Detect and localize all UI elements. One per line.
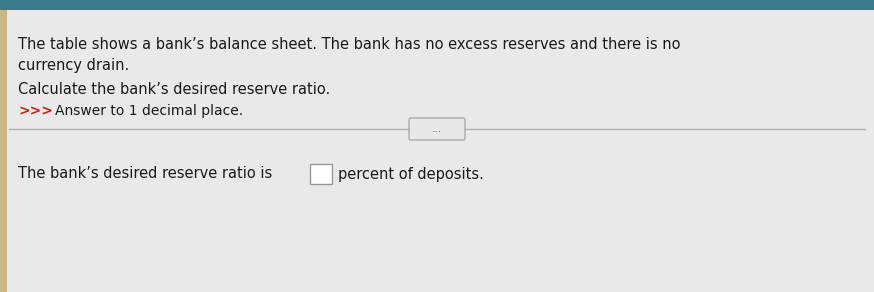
FancyBboxPatch shape bbox=[409, 118, 465, 140]
FancyBboxPatch shape bbox=[310, 164, 332, 184]
Text: Answer to 1 decimal place.: Answer to 1 decimal place. bbox=[55, 104, 243, 118]
FancyBboxPatch shape bbox=[0, 0, 874, 10]
Text: >>>: >>> bbox=[18, 104, 52, 118]
Text: currency drain.: currency drain. bbox=[18, 58, 129, 73]
FancyBboxPatch shape bbox=[0, 0, 7, 292]
Text: The table shows a bank’s balance sheet. The bank has no excess reserves and ther: The table shows a bank’s balance sheet. … bbox=[18, 37, 681, 52]
Text: Calculate the bank’s desired reserve ratio.: Calculate the bank’s desired reserve rat… bbox=[18, 82, 330, 97]
Text: ...: ... bbox=[432, 124, 442, 134]
Text: The bank’s desired reserve ratio is: The bank’s desired reserve ratio is bbox=[18, 166, 272, 182]
Text: percent of deposits.: percent of deposits. bbox=[338, 166, 484, 182]
